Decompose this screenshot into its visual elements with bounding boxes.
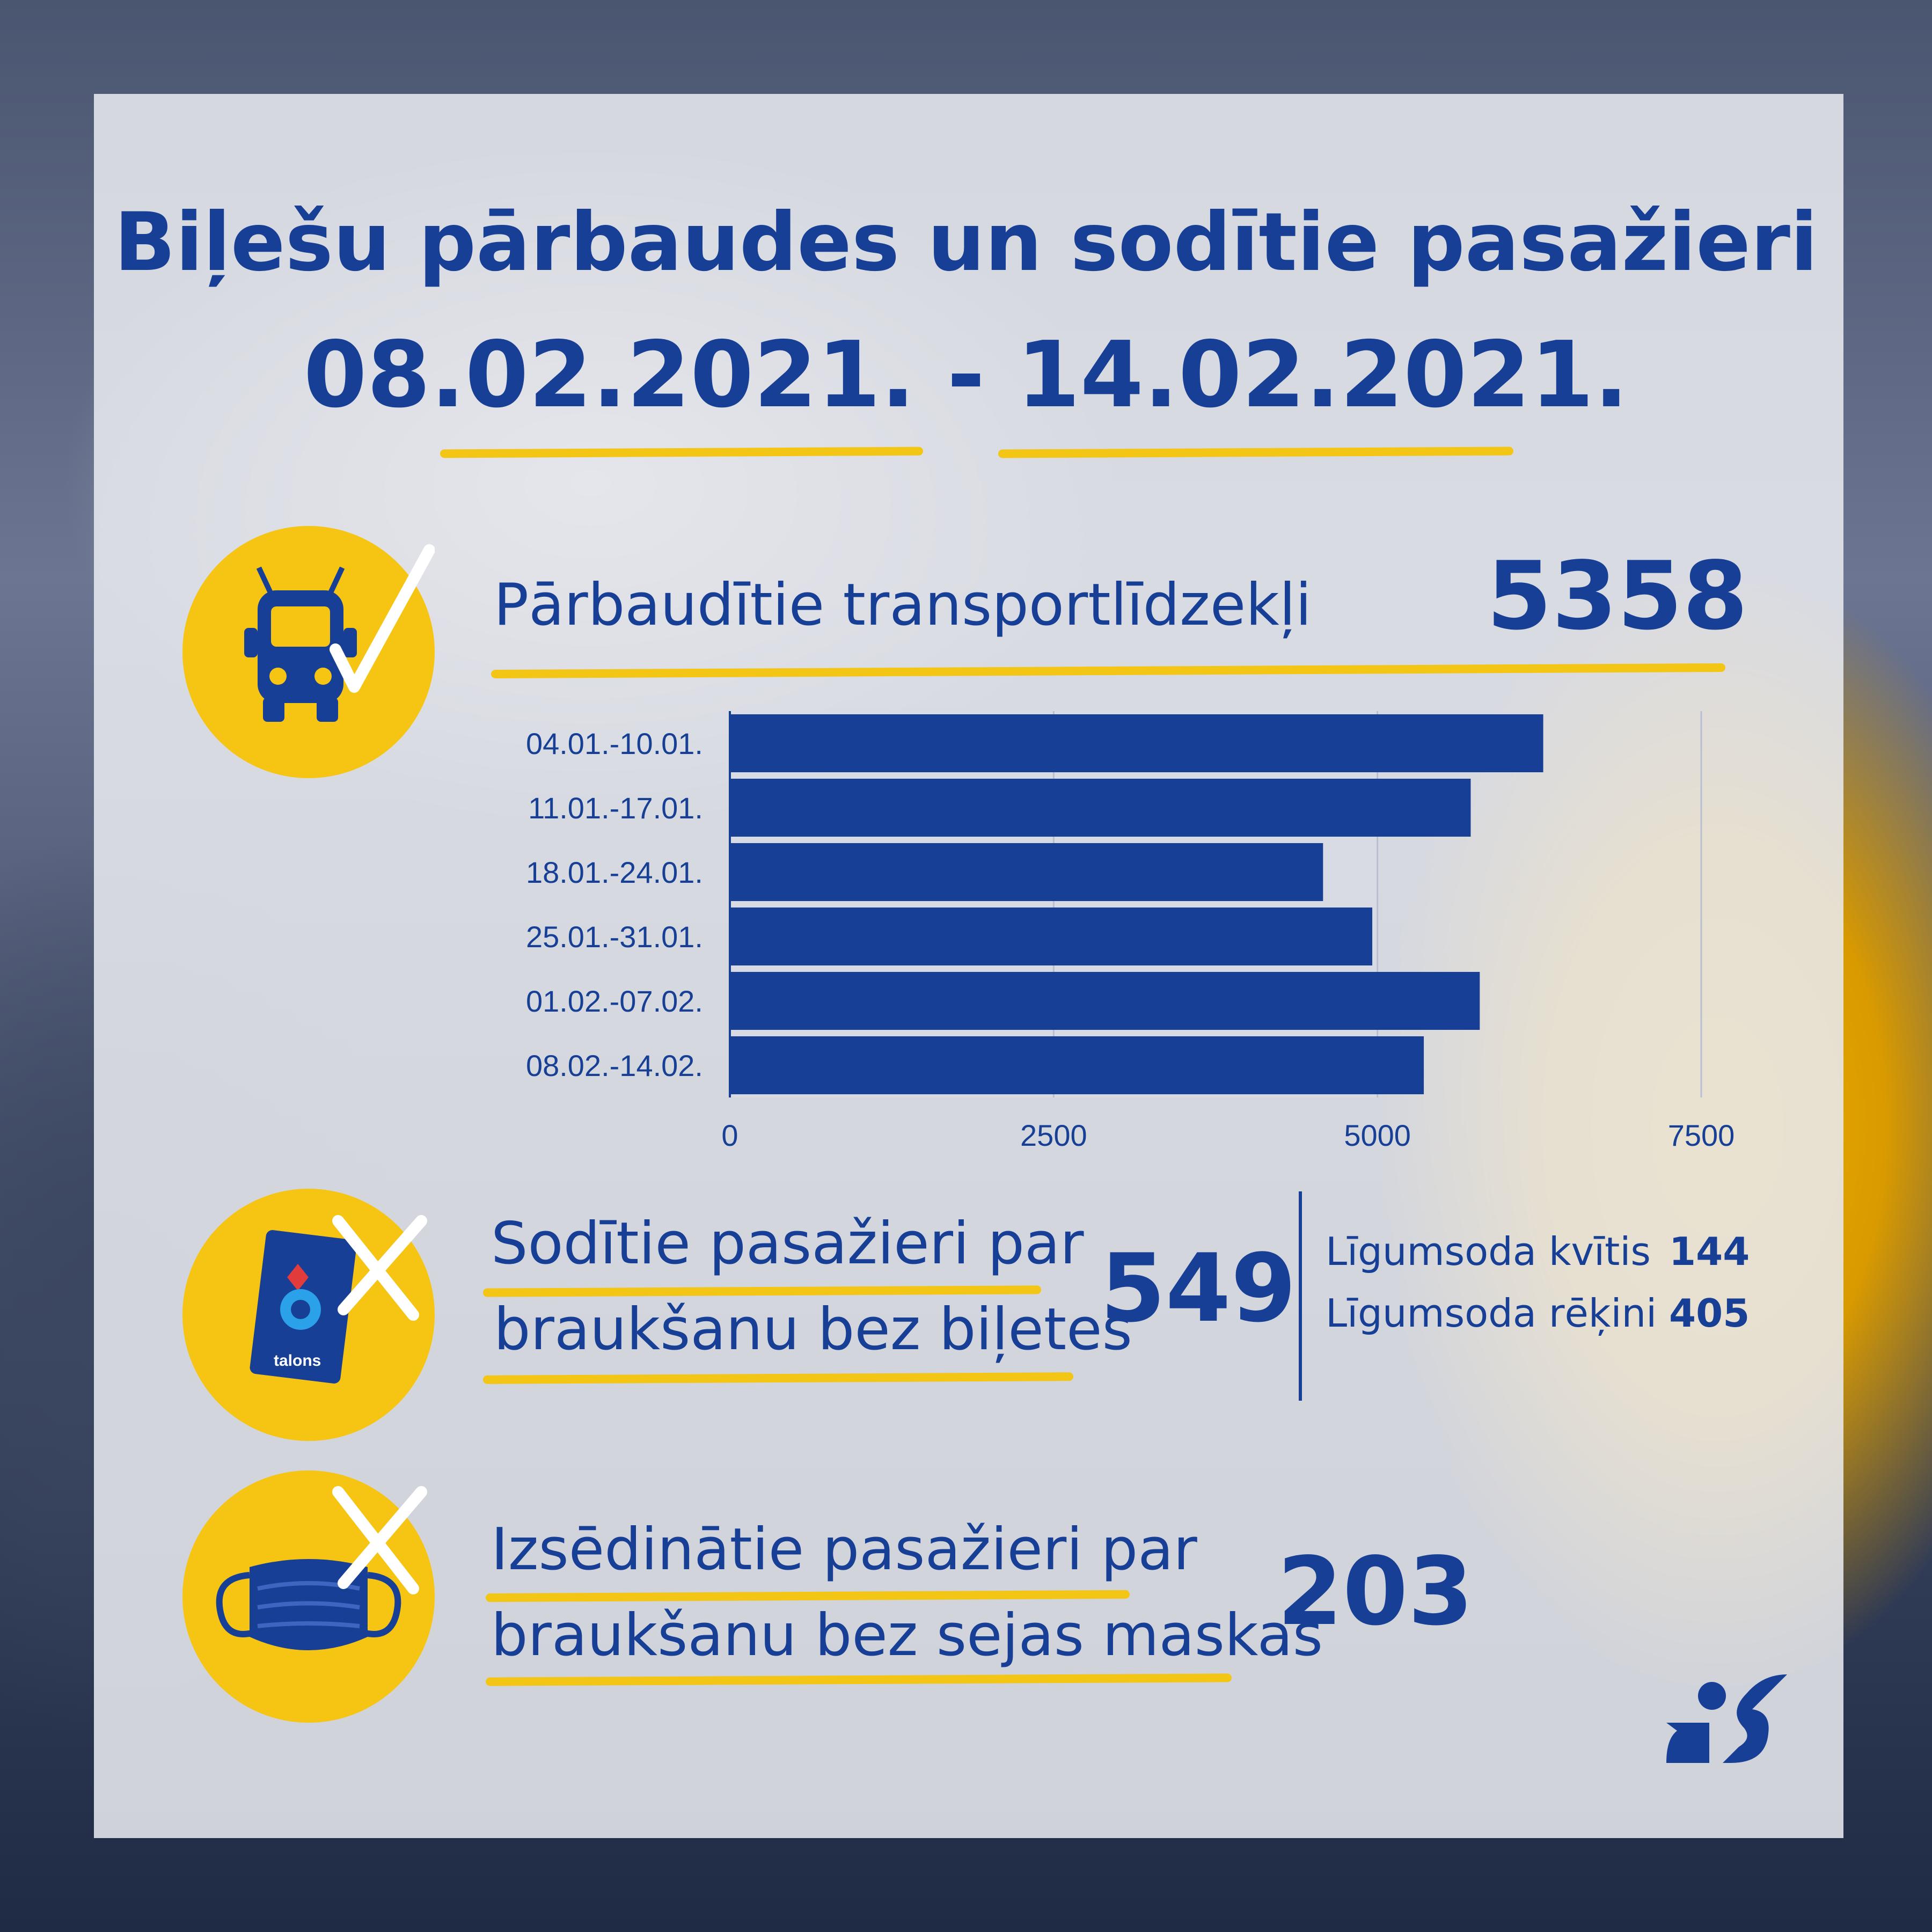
- breakdown-label-receipts: Līgumsoda kvītis: [1326, 1229, 1651, 1274]
- category-label: 25.01.-31.01.: [526, 920, 703, 954]
- breakdown-value-receipts: 144: [1669, 1229, 1750, 1274]
- removed-label-line2: braukšanu bez sejas maskas: [491, 1602, 1323, 1669]
- fined-value: 549: [1100, 1234, 1297, 1343]
- bar: [730, 843, 1323, 901]
- mask-cross-icon: [216, 1486, 427, 1650]
- bar: [730, 1036, 1424, 1094]
- category-label: 11.01.-17.01.: [528, 791, 703, 825]
- breakdown-divider: [1299, 1191, 1302, 1401]
- removed-value: 203: [1277, 1538, 1474, 1646]
- bar: [730, 908, 1373, 965]
- bar: [730, 714, 1543, 772]
- category-label: 18.01.-24.01.: [526, 855, 703, 889]
- bus-check-icon: [244, 544, 435, 722]
- category-label: 01.02.-07.02.: [526, 984, 703, 1018]
- bar: [730, 779, 1471, 837]
- category-label: 08.02.-14.02.: [526, 1049, 703, 1082]
- card-brand-text: talons: [274, 1352, 321, 1370]
- bus-icon-badge: [182, 526, 435, 778]
- removed-label-line1: Izsēdinātie pasažieri par: [491, 1516, 1197, 1583]
- category-label: 04.01.-10.01.: [526, 727, 703, 760]
- card-icon-badge: talons: [182, 1189, 435, 1441]
- breakdown-label-invoices: Līgumsoda rēķini: [1326, 1291, 1657, 1336]
- x-tick-label: 7500: [1668, 1118, 1735, 1152]
- x-tick-label: 5000: [1344, 1118, 1411, 1152]
- etalons-card-cross-icon: talons: [250, 1215, 427, 1384]
- breakdown-value-invoices: 405: [1669, 1291, 1750, 1336]
- page-title: Biļešu pārbaudes un sodītie pasažieri: [114, 196, 1818, 289]
- x-tick-label: 0: [721, 1118, 738, 1152]
- checked-value: 5358: [1487, 542, 1748, 651]
- checked-label: Pārbaudītie transportlīdzekļi: [494, 572, 1312, 639]
- mask-icon-badge: [182, 1470, 435, 1723]
- date-range: 08.02.2021. - 14.02.2021.: [303, 322, 1629, 428]
- x-tick-label: 2500: [1020, 1118, 1087, 1152]
- fined-label-line2: braukšanu bez biļetes: [494, 1296, 1132, 1363]
- company-logo: [1666, 1674, 1787, 1763]
- fined-label-line1: Sodītie pasažieri par: [491, 1210, 1084, 1277]
- bar: [730, 972, 1480, 1030]
